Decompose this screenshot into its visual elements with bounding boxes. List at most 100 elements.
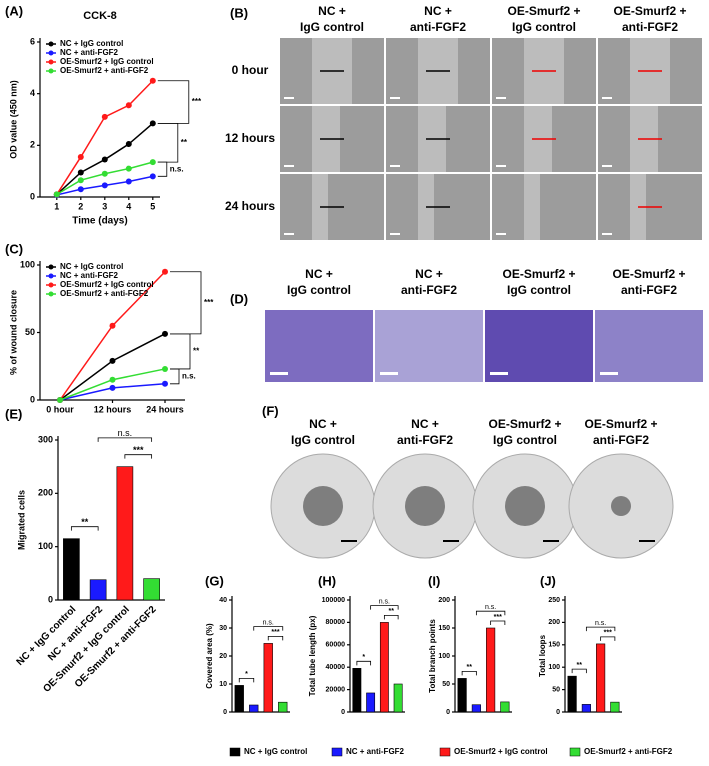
column-label: NC +	[305, 267, 333, 281]
significance-label: **	[467, 664, 473, 671]
y-axis-label: OD value (450 nm)	[8, 80, 18, 159]
legend-label: OE-Smurf2 + anti-FGF2	[584, 747, 673, 756]
series-point	[77, 186, 84, 193]
bar	[89, 579, 107, 601]
y-tick-label: 4	[30, 88, 35, 98]
legend-marker	[48, 273, 54, 279]
column-label: IgG control	[512, 20, 576, 34]
bar	[278, 701, 288, 713]
significance-label: n.s.	[485, 604, 496, 611]
series-point	[57, 397, 63, 403]
significance-bracket	[97, 437, 153, 442]
column-label: OE-Smurf2 +	[502, 267, 575, 281]
column-label: OE-Smurf2 +	[507, 4, 580, 18]
significance-bracket	[370, 605, 399, 610]
y-axis-label: Total branch points	[428, 619, 437, 693]
bar	[610, 701, 620, 713]
y-tick-label: 20	[219, 653, 227, 660]
y-tick-label: 150	[438, 625, 450, 632]
panel-label: (C)	[5, 241, 23, 256]
panel-label: (E)	[5, 406, 22, 421]
x-axis-label: Time (days)	[72, 216, 127, 227]
bar	[379, 622, 389, 713]
legend-label: NC + IgG control	[60, 39, 123, 48]
panel-label: (F)	[262, 403, 279, 418]
scale-bar	[490, 372, 508, 375]
significance-label: **	[193, 347, 200, 356]
column-label: IgG control	[300, 20, 364, 34]
significance-bracket	[585, 626, 616, 632]
significance-label: **	[389, 608, 395, 615]
column-label: anti-FGF2	[621, 283, 677, 297]
significance-label: *	[362, 654, 365, 661]
column-label: anti-FGF2	[401, 283, 457, 297]
scale-bar	[390, 97, 400, 99]
y-tick-label: 0	[30, 394, 35, 404]
y-tick-label: 50	[442, 681, 450, 688]
column-label: anti-FGF2	[410, 20, 466, 34]
y-tick-label: 150	[548, 642, 560, 649]
y-tick-label: 60000	[326, 642, 346, 649]
x-tick-label: 24 hours	[146, 404, 184, 414]
y-tick-label: 200	[38, 488, 53, 498]
series-point	[53, 191, 60, 198]
micrograph	[375, 310, 483, 382]
series-point	[162, 380, 168, 387]
significance-label: n.s.	[182, 371, 196, 380]
y-tick-label: 200	[548, 619, 560, 626]
significance-bracket	[170, 271, 202, 335]
micrograph	[265, 310, 373, 382]
series-line	[56, 80, 154, 195]
series-point	[109, 322, 116, 329]
significance-bracket	[383, 615, 399, 620]
legend-label: OE-Smurf2 + IgG control	[454, 747, 548, 756]
legend-label: OE-Smurf2 + anti-FGF2	[60, 289, 149, 298]
row-label: 24 hours	[225, 199, 275, 213]
legend-swatch	[229, 747, 241, 757]
legend-label: OE-Smurf2 + anti-FGF2	[60, 66, 149, 75]
panel-label: (B)	[230, 5, 248, 20]
scale-bar	[600, 372, 618, 375]
panel-label: (H)	[318, 573, 336, 588]
significance-bracket	[124, 454, 153, 459]
y-tick-label: 50	[552, 686, 560, 693]
y-tick-label: 50	[25, 327, 35, 337]
panel-label: (I)	[428, 573, 440, 588]
column-label: NC +	[318, 4, 346, 18]
scale-bar	[284, 165, 294, 167]
series-point	[125, 141, 132, 148]
y-tick-label: 0	[48, 594, 53, 604]
legend-marker	[48, 59, 54, 65]
legend-marker	[48, 291, 54, 297]
bar	[393, 683, 403, 713]
y-tick-label: 200	[438, 597, 450, 604]
significance-bracket	[70, 526, 99, 531]
bar	[352, 668, 362, 713]
series-point	[149, 120, 156, 127]
micrograph	[595, 310, 703, 382]
significance-bracket	[267, 636, 284, 641]
significance-bracket	[157, 80, 190, 124]
column-label: OE-Smurf2 +	[584, 417, 657, 431]
scale-bar	[341, 540, 357, 542]
legend-label: OE-Smurf2 + IgG control	[60, 280, 154, 289]
legend-label: NC + anti-FGF2	[60, 48, 119, 57]
column-label: NC +	[309, 417, 337, 431]
x-tick-label: 5	[150, 201, 155, 211]
bar	[263, 643, 273, 713]
legend-marker	[48, 41, 54, 47]
chart-title: CCK-8	[83, 10, 117, 22]
significance-label: **	[181, 138, 188, 147]
column-label: IgG control	[493, 433, 557, 447]
y-tick-label: 2	[30, 140, 35, 150]
panel-label: (A)	[5, 3, 23, 18]
series-point	[109, 376, 116, 383]
bar	[234, 685, 244, 713]
scale-bar	[639, 540, 655, 542]
y-tick-label: 6	[30, 36, 35, 46]
column-label: OE-Smurf2 +	[488, 417, 561, 431]
legend-marker	[48, 264, 54, 270]
y-tick-label: 20000	[326, 686, 346, 693]
legend-swatch	[331, 747, 343, 757]
